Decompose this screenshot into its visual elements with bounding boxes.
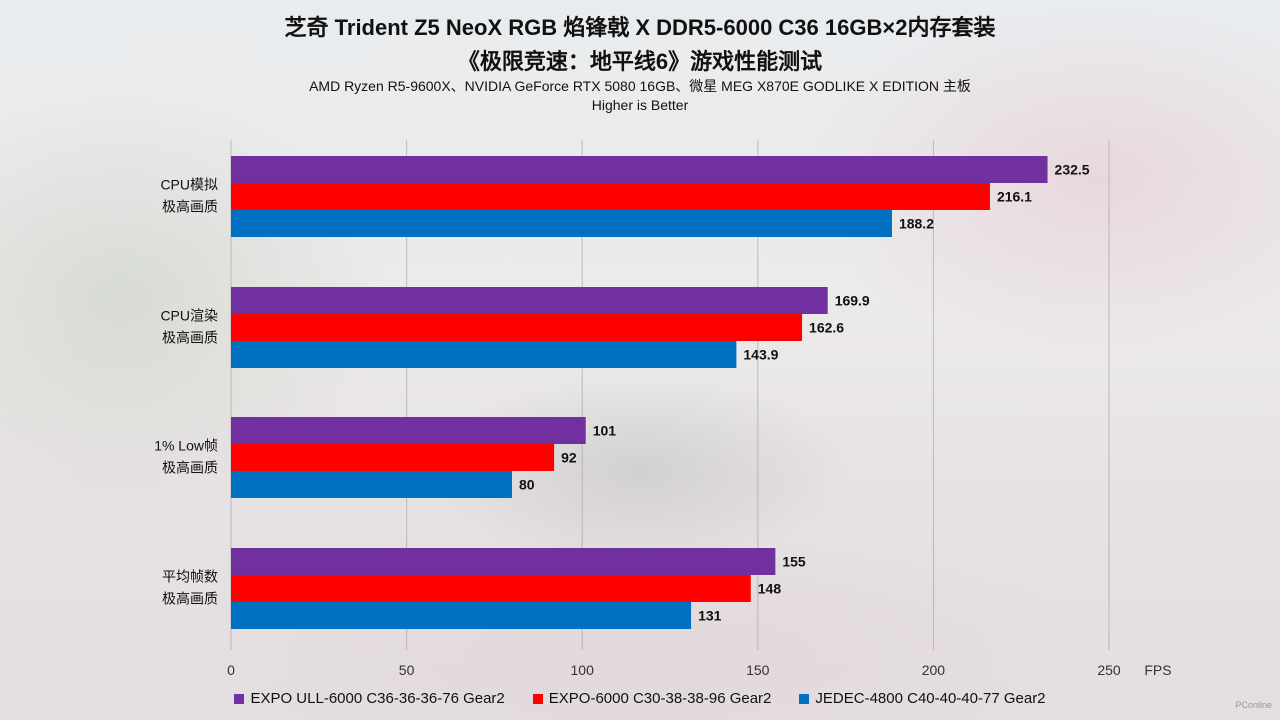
category-label: 极高画质 xyxy=(162,591,218,607)
category-label: 1% Low帧 xyxy=(154,438,218,454)
data-label: 101 xyxy=(593,423,617,439)
data-label: 131 xyxy=(698,608,722,624)
x-tick-label: 150 xyxy=(746,662,770,678)
x-tick-label: 100 xyxy=(571,662,595,678)
chart-title: 芝奇 Trident Z5 NeoX RGB 焰锋戟 X DDR5-6000 C… xyxy=(284,15,996,40)
bar xyxy=(231,156,1048,183)
category-label: 极高画质 xyxy=(162,460,218,476)
bar xyxy=(231,417,586,444)
bar xyxy=(231,183,990,210)
category-label: 平均帧数 xyxy=(162,569,218,585)
data-label: 143.9 xyxy=(743,347,778,363)
category-label: 极高画质 xyxy=(162,199,218,215)
data-label: 169.9 xyxy=(835,293,870,309)
bar xyxy=(231,210,892,237)
x-tick-label: 200 xyxy=(922,662,946,678)
data-label: 80 xyxy=(519,477,535,493)
chart-caption: AMD Ryzen R5-9600X、NVIDIA GeForce RTX 50… xyxy=(309,78,971,94)
bar xyxy=(231,314,803,341)
bar xyxy=(231,575,751,602)
bar xyxy=(231,444,555,471)
data-label: 188.2 xyxy=(899,216,934,232)
legend-swatch xyxy=(234,693,245,704)
x-tick-label: 0 xyxy=(227,662,235,678)
legend-label: JEDEC-4800 C40-40-40-77 Gear2 xyxy=(815,690,1046,707)
legend-swatch xyxy=(799,693,810,704)
legend-label: EXPO ULL-6000 C36-36-36-76 Gear2 xyxy=(250,690,505,707)
legend-item: EXPO ULL-6000 C36-36-36-76 Gear2 xyxy=(234,690,505,707)
watermark: PConline xyxy=(1235,700,1272,710)
legend-swatch xyxy=(532,693,543,704)
bar xyxy=(231,287,828,314)
legend-item: EXPO-6000 C30-38-38-96 Gear2 xyxy=(532,690,772,707)
legend-item: JEDEC-4800 C40-40-40-77 Gear2 xyxy=(799,690,1046,707)
data-label: 155 xyxy=(782,554,806,570)
data-label: 92 xyxy=(561,450,577,466)
x-tick-label: 50 xyxy=(399,662,415,678)
category-label: CPU模拟 xyxy=(160,177,218,193)
bar xyxy=(231,548,776,575)
data-label: 148 xyxy=(758,581,782,597)
data-label: 216.1 xyxy=(997,189,1032,205)
x-tick-label: 250 xyxy=(1097,662,1121,678)
x-unit-label: FPS xyxy=(1144,662,1171,678)
bar xyxy=(231,471,512,498)
category-label: 极高画质 xyxy=(162,330,218,346)
data-label: 162.6 xyxy=(809,320,844,336)
chart-subtitle: 《极限竞速：地平线6》游戏性能测试 xyxy=(457,49,823,74)
bar xyxy=(231,341,737,368)
legend: EXPO ULL-6000 C36-36-36-76 Gear2 EXPO-600… xyxy=(0,690,1280,707)
data-label: 232.5 xyxy=(1055,162,1090,178)
bar xyxy=(231,602,692,629)
chart-note: Higher is Better xyxy=(591,97,689,113)
category-label: CPU渲染 xyxy=(160,308,218,324)
legend-label: EXPO-6000 C30-38-38-96 Gear2 xyxy=(548,690,772,707)
